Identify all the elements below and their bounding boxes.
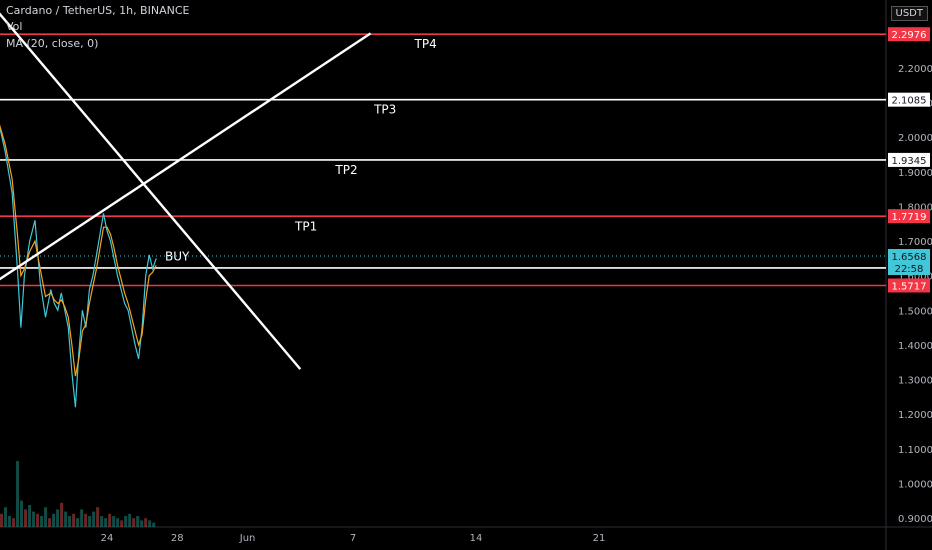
volume-bar (92, 511, 96, 527)
volume-bar (104, 518, 108, 527)
volume-bar (12, 518, 16, 527)
volume-bar (52, 513, 56, 527)
volume-bar (80, 509, 84, 527)
volume-bar (112, 516, 116, 527)
ascending-trendline (0, 32, 372, 281)
volume-bar (8, 516, 12, 527)
volume-bar (96, 507, 100, 527)
x-tick-label: 7 (350, 533, 356, 544)
volume-bar (40, 516, 44, 527)
y-tick-label: 1.7000 (898, 237, 932, 248)
annotation-tp1: TP1 (294, 220, 317, 234)
volume-bar (120, 520, 124, 527)
level-price-label: 2.1085 (892, 96, 927, 107)
volume-bar (140, 520, 144, 527)
countdown-label: 22:58 (895, 264, 924, 275)
volume-bar (124, 516, 128, 527)
annotation-tp2: TP2 (334, 163, 357, 177)
y-tick-label: 1.6000 (898, 272, 932, 283)
volume-bar (48, 518, 52, 527)
level-price-tag (888, 27, 930, 42)
chart-title: Cardano / TetherUS, 1h, BINANCE (6, 4, 190, 17)
volume-bar (84, 513, 88, 527)
y-tick-label: 1.4000 (898, 341, 932, 352)
volume-bar (132, 518, 136, 527)
volume-bar (148, 520, 152, 527)
y-tick-label: 0.9000 (898, 514, 932, 525)
y-tick-label: 1.1000 (898, 445, 932, 456)
volume-bar (56, 509, 60, 527)
volume-bar (136, 516, 140, 527)
x-tick-label: 21 (593, 533, 606, 544)
volume-bar (20, 500, 24, 527)
y-tick-label: 1.8000 (898, 202, 932, 213)
ma-legend: MA (20, close, 0) (6, 37, 99, 50)
current-price-label: 1.6568 (892, 252, 927, 263)
volume-bar (16, 461, 20, 527)
volume-bar (152, 522, 156, 527)
level-price-label: 1.5717 (892, 281, 927, 292)
x-tick-label: 24 (101, 533, 114, 544)
volume-bar (60, 502, 64, 527)
volume-bar (88, 516, 92, 527)
annotation-tp4: TP4 (414, 37, 437, 51)
y-tick-label: 1.5000 (898, 306, 932, 317)
annotation-buy: BUY (165, 250, 190, 264)
volume-legend: Vol (6, 20, 23, 33)
currency-label[interactable]: USDT (890, 6, 928, 21)
volume-bar (32, 511, 36, 527)
y-tick-label: 1.9000 (898, 168, 932, 179)
level-price-tag (888, 209, 930, 224)
volume-bar (128, 513, 132, 527)
level-price-tag (888, 152, 930, 167)
volume-bar (108, 513, 112, 527)
x-tick-label: Jun (239, 533, 256, 544)
annotation-tp3: TP3 (373, 103, 396, 117)
volume-bar (24, 509, 28, 527)
volume-bar (144, 518, 148, 527)
x-tick-label: 14 (470, 533, 483, 544)
volume-bar (0, 513, 4, 527)
volume-bar (116, 518, 120, 527)
y-tick-label: 2.2000 (898, 64, 932, 75)
price-line (0, 125, 157, 408)
volume-bar (68, 516, 72, 527)
volume-bar (100, 516, 104, 527)
level-price-label: 1.9345 (892, 156, 927, 167)
y-tick-label: 1.0000 (898, 479, 932, 490)
level-price-label: 1.7719 (892, 212, 927, 223)
y-tick-label: 1.2000 (898, 410, 932, 421)
volume-bar (36, 513, 40, 527)
volume-bar (72, 513, 76, 527)
level-price-tag (888, 278, 930, 293)
y-tick-label: 1.3000 (898, 376, 932, 387)
y-tick-label: 2.0000 (898, 133, 932, 144)
level-price-label: 2.2976 (892, 30, 927, 41)
level-price-tag (888, 92, 930, 107)
x-tick-label: 28 (171, 533, 184, 544)
volume-bar (4, 507, 8, 527)
volume-bar (76, 518, 80, 527)
volume-bar (64, 511, 68, 527)
current-price-tag (888, 249, 930, 276)
volume-bar (28, 505, 32, 527)
descending-trendline (0, 12, 302, 370)
volume-bar (44, 507, 48, 527)
ma-line (0, 124, 157, 377)
